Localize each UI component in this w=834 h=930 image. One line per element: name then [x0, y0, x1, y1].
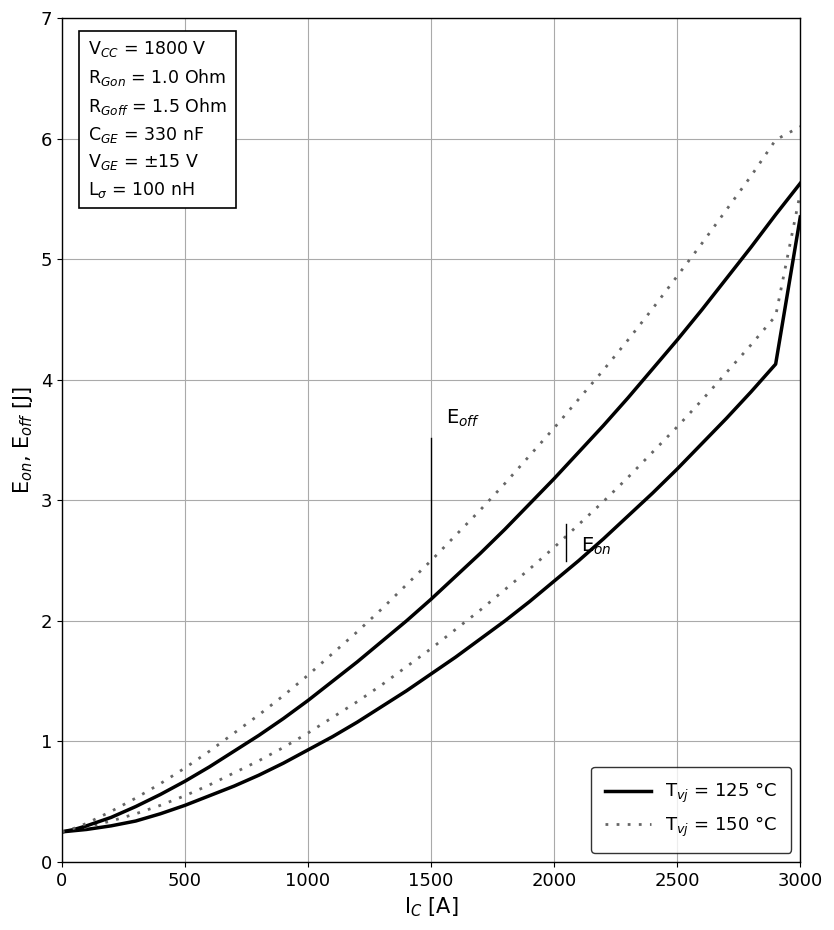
Text: E$_{on}$: E$_{on}$	[581, 536, 612, 557]
Legend: T$_{vj}$ = 125 °C, T$_{vj}$ = 150 °C: T$_{vj}$ = 125 °C, T$_{vj}$ = 150 °C	[591, 766, 791, 853]
Text: E$_{off}$: E$_{off}$	[446, 407, 480, 429]
Y-axis label: E$_{on}$, E$_{off}$ [J]: E$_{on}$, E$_{off}$ [J]	[11, 386, 35, 494]
Text: V$_{CC}$ = 1800 V
R$_{Gon}$ = 1.0 Ohm
R$_{Goff}$ = 1.5 Ohm
C$_{GE}$ = 330 nF
V$_: V$_{CC}$ = 1800 V R$_{Gon}$ = 1.0 Ohm R$…	[88, 39, 227, 200]
X-axis label: I$_C$ [A]: I$_C$ [A]	[404, 896, 459, 919]
